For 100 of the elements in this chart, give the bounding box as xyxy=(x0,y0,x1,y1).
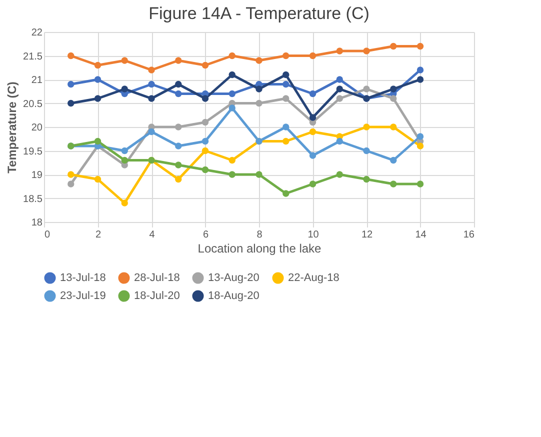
point xyxy=(309,52,316,60)
point xyxy=(416,76,424,83)
y-tick-label: 19 xyxy=(31,170,43,181)
point xyxy=(336,171,343,178)
point xyxy=(228,156,236,164)
point xyxy=(282,138,290,145)
point xyxy=(94,76,102,83)
point xyxy=(148,66,155,74)
x-tick-label: 2 xyxy=(95,230,102,240)
point xyxy=(309,180,316,188)
y-tick-label: 21 xyxy=(31,75,43,86)
point xyxy=(175,90,182,98)
point xyxy=(202,95,209,102)
point xyxy=(202,138,209,145)
y-tick-label: 19.5 xyxy=(23,146,43,158)
point xyxy=(94,95,102,102)
point xyxy=(363,86,370,92)
point xyxy=(336,95,343,102)
point xyxy=(390,156,397,164)
point xyxy=(228,171,236,178)
legend-label: 13-Aug-20 xyxy=(208,272,260,284)
point xyxy=(390,95,397,102)
x-tick-label: 16 xyxy=(463,230,475,240)
point xyxy=(175,80,182,88)
y-tick-label: 20 xyxy=(31,122,43,134)
point xyxy=(309,114,316,121)
point xyxy=(175,176,182,183)
x-tick-label: 14 xyxy=(415,230,427,240)
point xyxy=(121,156,128,164)
point xyxy=(282,71,290,78)
y-tick-label: 21.5 xyxy=(23,51,43,62)
y-tick-label: 18.5 xyxy=(23,194,43,205)
point xyxy=(282,190,290,197)
point xyxy=(68,171,74,178)
point xyxy=(202,166,209,174)
point xyxy=(309,128,316,136)
point xyxy=(228,52,236,60)
point xyxy=(228,104,236,112)
point xyxy=(148,80,155,88)
point xyxy=(282,124,290,130)
point xyxy=(148,128,155,136)
point xyxy=(390,42,397,50)
point xyxy=(68,80,74,88)
point xyxy=(175,142,182,150)
point xyxy=(390,180,397,188)
point xyxy=(68,180,74,188)
x-tick-label: 6 xyxy=(202,230,209,240)
point xyxy=(363,176,370,183)
point xyxy=(336,86,343,92)
point xyxy=(416,133,424,140)
point xyxy=(121,57,128,64)
point xyxy=(121,200,128,206)
y-axis-title: Temperature (C) xyxy=(5,82,20,174)
point xyxy=(202,147,209,154)
legend-label: 28-Jul-18 xyxy=(134,272,180,284)
y-tick-label: 20.5 xyxy=(23,98,43,110)
y-tick-label: 18 xyxy=(31,218,43,228)
point xyxy=(416,42,424,50)
x-tick-label: 10 xyxy=(308,230,320,240)
point xyxy=(256,171,262,178)
point xyxy=(175,162,182,168)
point xyxy=(282,95,290,102)
point xyxy=(175,124,182,130)
point xyxy=(175,57,182,64)
point xyxy=(416,180,424,188)
point xyxy=(202,118,209,126)
point xyxy=(228,71,236,78)
point xyxy=(363,48,370,54)
point xyxy=(390,124,397,130)
legend-label: 13-Jul-18 xyxy=(60,272,106,284)
point xyxy=(148,95,155,102)
point xyxy=(202,62,209,69)
chart-title: Figure 14A - Temperature (C) xyxy=(148,4,370,23)
point xyxy=(68,100,74,107)
legend-label: 22-Aug-18 xyxy=(288,272,340,284)
x-tick-label: 12 xyxy=(361,230,373,240)
point xyxy=(416,66,424,74)
point xyxy=(309,90,316,98)
legend-label: 18-Aug-20 xyxy=(208,290,260,302)
point xyxy=(363,124,370,130)
point xyxy=(390,86,397,92)
point xyxy=(416,142,424,150)
x-tick-label: 4 xyxy=(149,230,156,240)
legend-label: 18-Jul-20 xyxy=(134,290,180,302)
point xyxy=(94,138,102,145)
point xyxy=(121,86,128,92)
point xyxy=(256,86,262,92)
point xyxy=(282,52,290,60)
point xyxy=(94,176,102,183)
point xyxy=(94,62,102,69)
point xyxy=(121,147,128,154)
y-tick-label: 22 xyxy=(31,28,43,38)
point xyxy=(336,76,343,83)
x-tick-label: 0 xyxy=(44,230,50,240)
point xyxy=(228,90,236,98)
x-axis-title: Location along the lake xyxy=(198,242,322,256)
point xyxy=(336,138,343,145)
x-tick-label: 8 xyxy=(256,230,263,240)
point xyxy=(336,48,343,54)
legend-label: 23-Jul-19 xyxy=(60,290,106,302)
